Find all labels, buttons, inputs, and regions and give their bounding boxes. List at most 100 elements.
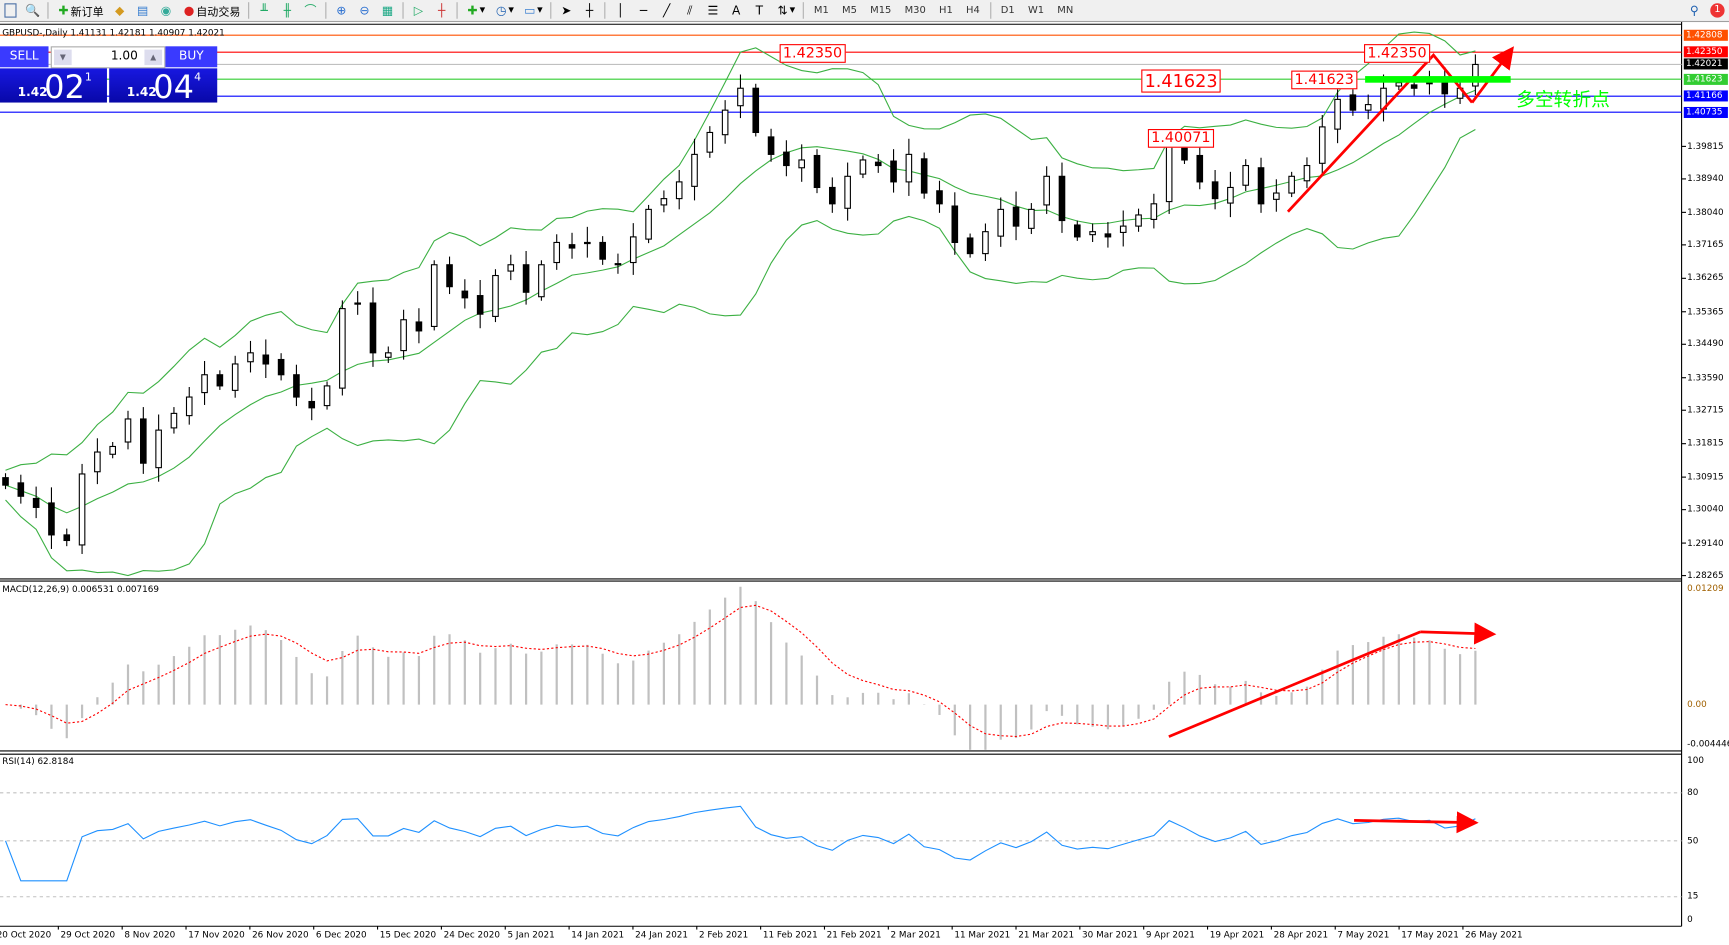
candle-bearish	[1196, 154, 1204, 183]
candle-bullish	[247, 352, 254, 363]
trendline-button[interactable]: ╱	[655, 1, 678, 20]
autoscroll-button[interactable]: ▷	[407, 1, 430, 20]
new-order-icon: ✚	[58, 3, 69, 18]
timeframe-m5[interactable]: M5	[842, 4, 857, 16]
price-label-apr[interactable]: 1.40071	[1147, 129, 1214, 148]
price-tick-label: 1.30040	[1687, 504, 1724, 515]
candle-bullish	[1135, 214, 1142, 227]
turning-level-marker[interactable]	[1365, 76, 1511, 83]
candle-bullish	[538, 264, 545, 298]
candle-bullish	[629, 236, 637, 264]
text-label-button[interactable]: T	[748, 1, 771, 20]
price-tick-label: 1.32715	[1687, 404, 1724, 415]
timeframe-w1[interactable]: W1	[1027, 4, 1045, 16]
candle-bearish	[277, 358, 285, 376]
zoom-in-button[interactable]: ⊕	[330, 1, 353, 20]
sell-button[interactable]: SELL	[0, 46, 49, 68]
indicators-button[interactable]: ✚ ▾	[461, 1, 490, 20]
price-tick-label: 1.31815	[1687, 438, 1724, 449]
macd-trend-arrow[interactable]	[1168, 630, 1421, 738]
candle-bullish	[675, 181, 683, 200]
horizontal-line-button[interactable]: ─	[632, 1, 655, 20]
price-level-label: 1.42021	[1683, 58, 1728, 70]
rsi-flat-arrow[interactable]	[1354, 811, 1479, 834]
price-level-label: 1.42350	[1683, 46, 1728, 58]
experts-button[interactable]: ◆	[108, 1, 131, 20]
cursor-button[interactable]: ➤	[555, 1, 578, 20]
bar-chart-button[interactable]: ╨	[253, 1, 276, 20]
new-order-button[interactable]: ✚ 新订单	[52, 1, 108, 20]
price-label-high-feb[interactable]: 1.42350	[779, 44, 846, 63]
channel-button[interactable]: ⫽	[678, 1, 701, 20]
line-chart-button[interactable]: ⌒	[299, 1, 322, 20]
lot-increase-icon[interactable]: ▲	[144, 49, 163, 66]
bollinger-middle-band	[5, 89, 1476, 514]
sell-price-prefix: 1.42	[17, 84, 48, 100]
candle-bullish	[1119, 225, 1127, 233]
indicator-tick-label: 0	[1687, 914, 1693, 925]
macd-flat-arrow[interactable]	[1420, 622, 1497, 645]
divider	[456, 2, 458, 19]
tile-windows-button[interactable]: ▦	[376, 1, 399, 20]
candle-bullish	[997, 208, 1005, 237]
turning-point-text[interactable]: 多空转折点	[1516, 89, 1610, 112]
vertical-line-button[interactable]: │	[609, 1, 632, 20]
alerts-button[interactable]: 1	[1706, 1, 1729, 20]
timeframe-m1[interactable]: M1	[813, 4, 829, 16]
buy-price[interactable]: 1.42 04 4	[109, 68, 218, 106]
zoom-out-button[interactable]: ⊖	[353, 1, 376, 20]
indicator-tick-label: 100	[1687, 755, 1704, 766]
candle-bearish	[1257, 167, 1265, 205]
candle-bearish	[813, 154, 821, 189]
candle-bullish	[1426, 82, 1433, 85]
candle-bearish	[1012, 206, 1020, 227]
price-label-turning-level[interactable]: 1.41623	[1141, 69, 1221, 93]
candle-bullish	[706, 131, 714, 153]
trend-arrow-up-then-pullback[interactable]	[1286, 53, 1474, 213]
timeframe-m30[interactable]: M30	[904, 4, 926, 16]
indicator-tick-label: -0.004446	[1687, 738, 1729, 749]
price-label-may[interactable]: 1.41623	[1291, 70, 1358, 90]
timeframe-d1[interactable]: D1	[1000, 4, 1015, 16]
candle-bullish	[231, 363, 239, 391]
auto-trading-button[interactable]: ● 自动交易	[178, 1, 245, 20]
fibonacci-icon: ☰	[707, 3, 719, 18]
search-button[interactable]: ⚲	[1683, 1, 1706, 20]
crosshair-button[interactable]: ┼	[578, 1, 601, 20]
profiles-button[interactable]: 🔍	[21, 1, 44, 20]
date-label: 15 Dec 2020	[379, 929, 437, 940]
market-watch-button[interactable]: ▤	[131, 1, 154, 20]
lot-size-stepper[interactable]: ▼ 1.00 ▲	[50, 46, 166, 69]
date-label: 9 Apr 2021	[1145, 929, 1195, 940]
date-label: 8 Nov 2020	[124, 929, 176, 940]
candle-bullish	[1364, 104, 1372, 111]
lot-size-input[interactable]: 1.00	[110, 48, 138, 63]
chart-canvas[interactable]	[0, 22, 1729, 945]
candle-bullish	[1273, 192, 1280, 200]
candlestick-button[interactable]: ╫	[276, 1, 299, 20]
timeframe-m15[interactable]: M15	[870, 4, 892, 16]
arrows-button[interactable]: ⇅ ▾	[771, 1, 800, 20]
date-label: 14 Jan 2021	[571, 929, 625, 940]
rsi-label: RSI(14) 62.8184	[2, 756, 74, 767]
text-button[interactable]: A	[725, 1, 748, 20]
periods-button[interactable]: ◷ ▾	[495, 3, 514, 18]
buy-button[interactable]: BUY	[165, 46, 218, 68]
fibonacci-button[interactable]: ☰	[701, 1, 724, 20]
candle-bearish	[461, 290, 469, 299]
sell-price[interactable]: 1.42 02 1	[0, 68, 107, 106]
timeframe-mn[interactable]: MN	[1057, 4, 1074, 16]
lot-decrease-icon[interactable]: ▼	[54, 49, 72, 66]
templates-button[interactable]: ▭ ▾	[524, 3, 543, 18]
signals-button[interactable]: ◉	[154, 1, 177, 20]
timeframe-h1[interactable]: H1	[939, 4, 953, 16]
arrows-icon: ⇅	[777, 3, 788, 18]
new-chart-button[interactable]	[0, 1, 21, 20]
indicators-icon: ✚	[467, 3, 478, 18]
candle-bearish	[1441, 82, 1449, 95]
divider	[550, 2, 552, 19]
timeframe-h4[interactable]: H4	[966, 4, 980, 16]
chart-shift-button[interactable]: ┼	[430, 1, 453, 20]
price-label-high-may[interactable]: 1.42350	[1364, 44, 1430, 63]
